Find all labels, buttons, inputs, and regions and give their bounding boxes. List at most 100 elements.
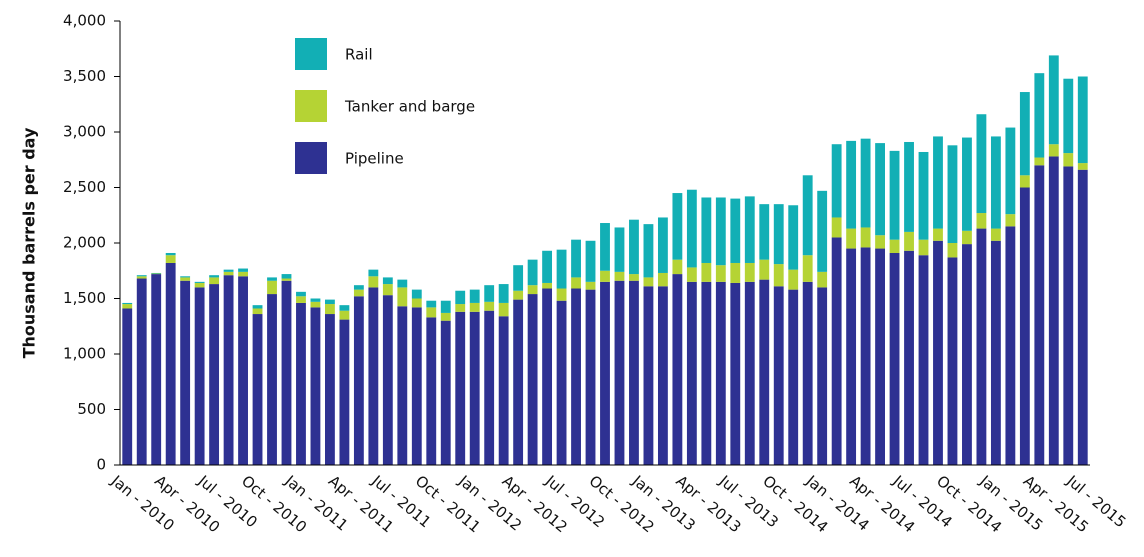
bar-segment <box>484 310 495 465</box>
bar-segment <box>411 289 422 299</box>
bar-segment <box>585 289 596 465</box>
bar-segment <box>730 282 741 465</box>
bar-segment <box>542 282 553 289</box>
bar-segment <box>933 228 943 241</box>
bar-segment <box>672 193 683 260</box>
bar-segment <box>339 305 350 311</box>
bar-segment <box>368 287 379 465</box>
bar-segment <box>194 287 205 465</box>
bar-segment <box>542 288 553 465</box>
bar-segment <box>773 204 784 265</box>
bar-segment <box>556 300 567 465</box>
bar-segment <box>657 217 668 273</box>
bar-segment <box>556 249 567 289</box>
bar-segment <box>484 301 495 311</box>
y-tick-label: 1,000 <box>63 345 106 363</box>
bar-segment <box>686 267 697 282</box>
bar-segment <box>397 287 408 307</box>
bar-segment <box>513 265 524 291</box>
bar-segment <box>209 275 220 278</box>
bar-segment <box>1063 166 1074 465</box>
bar-segment <box>672 274 683 465</box>
bar-segment <box>542 250 553 283</box>
bar-segment <box>498 284 509 303</box>
bar-segment <box>353 296 364 465</box>
bar-segment <box>715 265 726 282</box>
bar-segment <box>788 205 799 270</box>
bar-segment <box>238 268 248 272</box>
bar-segment <box>904 231 914 251</box>
bar-segment <box>860 247 871 465</box>
bar-segment <box>846 228 857 249</box>
bar-segment <box>1048 55 1059 145</box>
bar-segment <box>122 302 133 305</box>
bar-segment <box>455 311 466 465</box>
bar-segment <box>802 281 813 465</box>
bar-segment <box>165 255 176 263</box>
bar-segment <box>802 255 813 282</box>
bar-segment <box>440 312 451 321</box>
bar-segment <box>889 150 900 240</box>
bar-segment <box>136 276 147 279</box>
bar-segment <box>223 271 234 276</box>
bar-segment <box>875 248 885 465</box>
bar-segment <box>397 279 408 288</box>
bar-segment <box>267 280 277 295</box>
bar-segment <box>339 319 350 465</box>
bar-segment <box>136 278 147 465</box>
bar-segment <box>1019 92 1030 176</box>
bar-segment <box>1005 127 1016 215</box>
bar-segment <box>238 271 248 277</box>
y-tick-label: 2,500 <box>63 178 106 196</box>
bar-segment <box>788 289 799 465</box>
bar-segment <box>802 175 813 256</box>
legend-swatch <box>295 38 327 70</box>
bar-segment <box>571 288 581 465</box>
bar-segment <box>296 302 306 465</box>
bar-segment <box>209 277 220 285</box>
bar-segment <box>976 213 987 229</box>
bar-segment <box>875 143 885 236</box>
y-axis-label: Thousand barrels per day <box>20 127 39 358</box>
bar-segment <box>252 314 263 465</box>
bar-segment <box>629 280 639 465</box>
bar-segment <box>411 307 422 465</box>
bar-segment <box>831 237 842 465</box>
bar-segment <box>788 269 799 290</box>
bar-segment <box>571 277 581 289</box>
bar-segment <box>600 223 610 271</box>
bar-segment <box>585 240 596 282</box>
bar-segment <box>571 239 581 278</box>
bar-segment <box>962 244 972 465</box>
bar-segment <box>469 311 480 465</box>
bar-segment <box>411 298 422 308</box>
bar-segment <box>281 280 292 465</box>
bar-segment <box>310 298 321 302</box>
bar-segment <box>325 304 335 315</box>
bar-segment <box>180 277 191 281</box>
bar-segment <box>180 280 191 465</box>
bar-segment <box>368 276 379 288</box>
bar-segment <box>889 239 900 253</box>
bar-segment <box>1005 214 1016 227</box>
bar-segment <box>643 224 654 278</box>
legend-swatch <box>295 90 327 122</box>
bar-segment <box>267 277 277 281</box>
bar-segment <box>918 239 929 256</box>
bar-segment <box>672 259 683 275</box>
bar-segment <box>962 230 972 245</box>
bar-segment <box>715 197 726 266</box>
bar-segment <box>990 136 1001 229</box>
bar-segment <box>657 272 668 287</box>
bar-segment <box>397 306 408 465</box>
bar-segment <box>875 235 885 249</box>
bar-segment <box>759 279 770 465</box>
y-tick-label: 2,000 <box>63 234 106 252</box>
bar-segment <box>527 285 538 295</box>
bar-segment <box>831 217 842 238</box>
legend-swatch <box>295 142 327 174</box>
bar-segment <box>947 243 958 258</box>
bar-segment <box>730 198 741 263</box>
bar-segment <box>151 274 162 465</box>
